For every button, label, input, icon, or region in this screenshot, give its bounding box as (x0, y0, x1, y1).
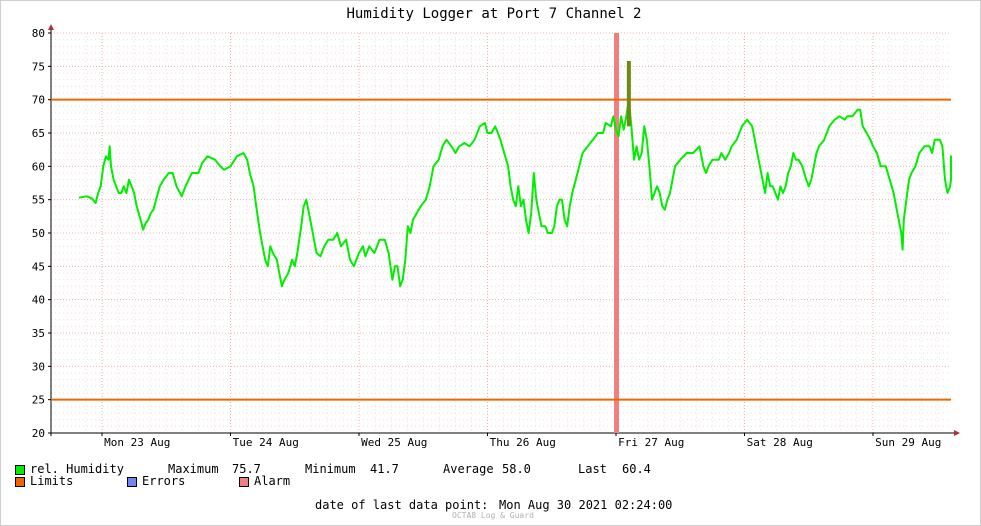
x-tick-label: Tue 24 Aug (233, 436, 299, 449)
legend-series-label: rel. Humidity (30, 462, 124, 476)
y-tick-label: 40 (32, 294, 45, 307)
humidity-series-line (78, 98, 952, 288)
footer-date-label: date of last data point: (315, 498, 489, 512)
errors-swatch (127, 477, 137, 487)
legend-limits-label: Limits (30, 474, 74, 488)
y-tick-label: 60 (32, 160, 45, 173)
x-tick-label: Wed 25 Aug (361, 436, 427, 449)
y-tick-label: 25 (32, 394, 45, 407)
legend-errors-label: Errors (142, 474, 186, 488)
footer-credit: OCTA8 Log & Guard (452, 511, 534, 520)
x-tick-label: Sat 28 Aug (747, 436, 813, 449)
footer-date-value: Mon Aug 30 2021 02:24:00 (499, 498, 673, 512)
y-tick-label: 45 (32, 260, 45, 273)
y-tick-label: 80 (32, 27, 45, 40)
grid (51, 32, 951, 434)
humidity-swatch (15, 465, 25, 475)
chart-title: Humidity Logger at Port 7 Channel 2 (346, 6, 641, 22)
x-tick-label: Fri 27 Aug (618, 436, 684, 449)
legend-last-value: 60.4 (622, 462, 651, 476)
x-tick-label: Thu 26 Aug (490, 436, 556, 449)
y-tick-label: 30 (32, 360, 45, 373)
y-tick-labels: 20 25 30 35 40 45 50 55 60 65 70 75 80 (32, 27, 45, 440)
legend-min-value: 41.7 (370, 462, 399, 476)
y-tick-label: 50 (32, 227, 45, 240)
chart-marks (48, 24, 960, 436)
x-axis-arrow (954, 430, 960, 436)
legend-max-value: 75.7 (232, 462, 261, 476)
alarm-bar (614, 33, 619, 433)
x-tick-labels: Mon 23 Aug Tue 24 Aug Wed 25 Aug Thu 26 Aug… (104, 436, 941, 449)
y-tick-label: 65 (32, 127, 45, 140)
y-axis-arrow (48, 24, 54, 30)
legend-avg-label: Average (443, 462, 494, 476)
y-tick-label: 75 (32, 60, 45, 73)
legend-alarm-label: Alarm (254, 474, 291, 488)
y-tick-label: 70 (32, 94, 45, 107)
y-tick-label: 55 (32, 194, 45, 207)
alarm-swatch (239, 477, 249, 487)
legend-avg-value: 58.0 (502, 462, 531, 476)
alarm-max-spike (626, 60, 631, 127)
x-tick-label: Sun 29 Aug (875, 436, 941, 449)
limits-swatch (15, 477, 25, 487)
y-tick-label: 20 (32, 427, 45, 440)
legend-last-label: Last (578, 462, 607, 476)
legend-max-label: Maximum (168, 462, 219, 476)
y-tick-label: 35 (32, 327, 45, 340)
legend-min-label: Minimum (305, 462, 356, 476)
x-tick-label: Mon 23 Aug (104, 436, 170, 449)
